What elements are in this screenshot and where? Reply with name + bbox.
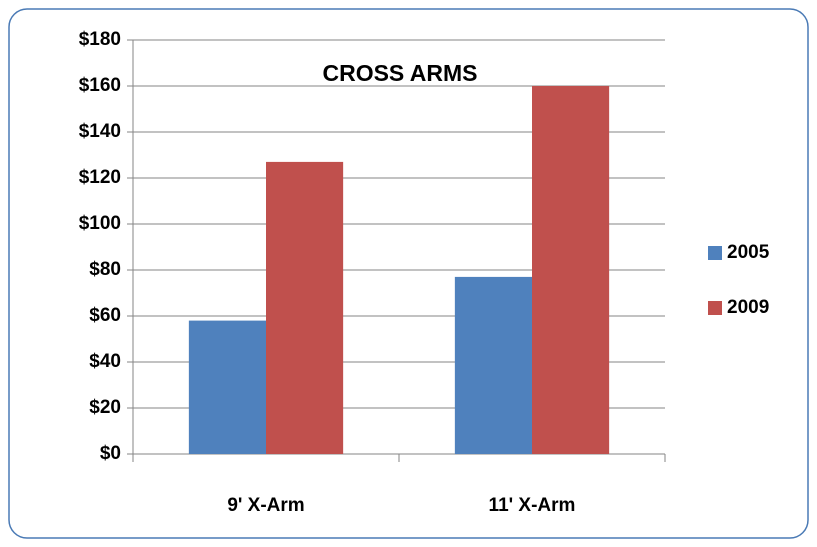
legend-label: 2009 xyxy=(727,297,769,318)
y-tick-label: $60 xyxy=(89,305,121,326)
y-tick-label: $100 xyxy=(79,213,121,234)
legend-label: 2005 xyxy=(727,242,770,263)
x-tick-label: 9' X-Arm xyxy=(227,495,304,516)
y-tick-label: $160 xyxy=(79,75,121,96)
legend-swatch xyxy=(708,246,722,260)
y-tick-label: $0 xyxy=(100,443,121,464)
y-tick-label: $40 xyxy=(89,351,121,372)
y-tick-label: $180 xyxy=(79,29,121,50)
chart-frame xyxy=(8,8,809,539)
bar xyxy=(188,320,266,454)
y-tick-label: $140 xyxy=(79,121,121,142)
y-tick-label: $80 xyxy=(89,259,121,280)
bar xyxy=(266,161,344,454)
legend-swatch xyxy=(708,301,722,315)
y-tick-label: $20 xyxy=(89,397,121,418)
y-tick-label: $120 xyxy=(79,167,121,188)
bar xyxy=(532,86,610,454)
chart-title: CROSS ARMS xyxy=(322,60,477,86)
x-tick-label: 11' X-Arm xyxy=(489,495,576,516)
bar xyxy=(454,276,532,454)
